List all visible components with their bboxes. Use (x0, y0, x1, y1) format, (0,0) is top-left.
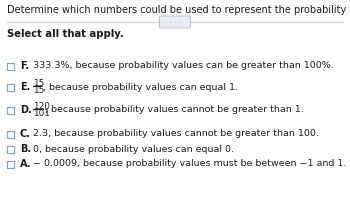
Text: F.: F. (20, 61, 29, 71)
Text: 0, because probability values can equal 0.: 0, because probability values can equal … (33, 145, 234, 154)
FancyBboxPatch shape (7, 106, 14, 114)
Text: · · ·: · · · (170, 20, 180, 25)
Text: 15: 15 (33, 86, 44, 95)
Text: B.: B. (20, 144, 31, 154)
Text: 101: 101 (33, 109, 50, 118)
Text: Determine which numbers could be used to represent the probability of an event.: Determine which numbers could be used to… (7, 5, 350, 15)
Text: E.: E. (20, 82, 30, 92)
Text: − 0.0009, because probability values must be between −1 and 1.: − 0.0009, because probability values mus… (33, 160, 346, 168)
Text: A.: A. (20, 159, 32, 169)
Text: , because probability values cannot be greater than 1.: , because probability values cannot be g… (45, 105, 304, 114)
Text: 15: 15 (33, 79, 44, 88)
FancyBboxPatch shape (160, 16, 190, 28)
FancyBboxPatch shape (7, 83, 14, 90)
FancyBboxPatch shape (7, 130, 14, 137)
FancyBboxPatch shape (7, 62, 14, 69)
Text: Select all that apply.: Select all that apply. (7, 29, 124, 39)
Text: 2.3, because probability values cannot be greater than 100.: 2.3, because probability values cannot b… (33, 130, 319, 139)
FancyBboxPatch shape (7, 146, 14, 152)
Text: 120: 120 (33, 102, 50, 111)
Text: D.: D. (20, 105, 32, 115)
Text: , because probability values can equal 1.: , because probability values can equal 1… (43, 83, 238, 92)
Text: C.: C. (20, 129, 31, 139)
FancyBboxPatch shape (7, 161, 14, 167)
Text: 333.3%, because probability values can be greater than 100%.: 333.3%, because probability values can b… (33, 62, 334, 71)
